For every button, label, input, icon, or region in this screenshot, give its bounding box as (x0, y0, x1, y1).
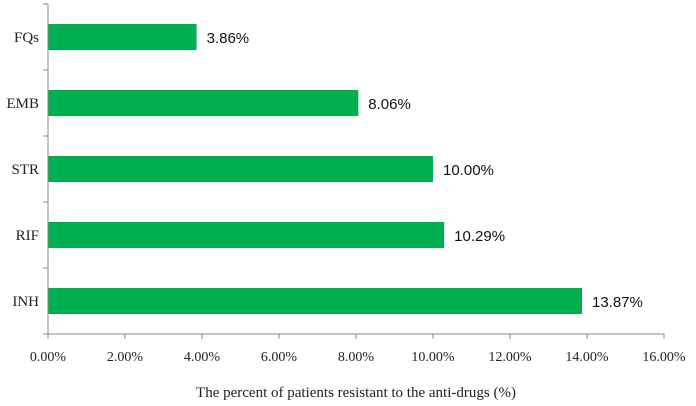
x-axis-title: The percent of patients resistant to the… (196, 385, 516, 401)
x-tick-label: 16.00% (642, 350, 686, 365)
bar-rif (48, 222, 445, 248)
x-tick-label: 6.00% (261, 350, 298, 365)
x-tick-label: 12.00% (488, 350, 532, 365)
x-tick-label: 4.00% (184, 350, 221, 365)
bar-str (48, 156, 433, 182)
bar-emb (48, 90, 359, 116)
data-label-str: 10.00% (443, 162, 494, 179)
data-label-rif: 10.29% (454, 228, 505, 245)
bar-inh (48, 288, 582, 314)
bars-group (48, 24, 582, 314)
data-label-inh: 13.87% (592, 294, 643, 311)
x-tick-label: 8.00% (338, 350, 375, 365)
category-label-inh: INH (12, 294, 39, 310)
x-ticks-group: 0.00% 2.00% 4.00% 6.00% 8.00% 10.00% 12.00% 14.… (30, 334, 686, 365)
category-label-fqs: FQs (14, 30, 39, 46)
x-tick-label: 10.00% (411, 350, 455, 365)
bar-fqs (48, 24, 197, 50)
category-labels-group: FQs EMB STR RIF INH (6, 3, 48, 335)
x-tick-label: 2.00% (107, 350, 144, 365)
x-tick-label: 14.00% (565, 350, 609, 365)
category-label-str: STR (11, 162, 39, 178)
data-labels-group: 3.86% 8.06% 10.00% 10.29% 13.87% (207, 30, 643, 311)
data-label-fqs: 3.86% (207, 30, 250, 47)
x-tick-label: 0.00% (30, 350, 67, 365)
category-label-emb: EMB (6, 96, 39, 112)
category-label-rif: RIF (16, 228, 39, 244)
data-label-emb: 8.06% (368, 96, 411, 113)
